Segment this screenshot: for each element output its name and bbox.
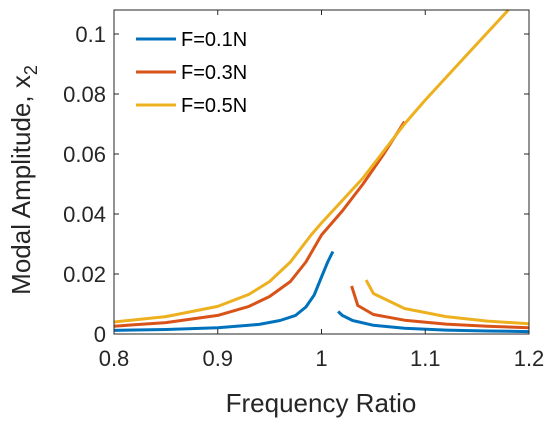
legend: F=0.1N F=0.3N F=0.5N [136, 29, 247, 117]
y-tick-label: 0 [94, 322, 106, 347]
series-line-0-segment-0 [113, 250, 335, 332]
series-line-1-segment-0 [113, 120, 406, 328]
y-tick-label: 0.04 [63, 202, 106, 227]
x-axis-label: Frequency Ratio [226, 388, 417, 418]
y-axis-label-subscript: 2 [21, 65, 41, 75]
y-tick-label: 0.08 [63, 82, 106, 107]
series-line-1-segment-1 [350, 285, 530, 330]
series-line-2-segment-1 [364, 279, 530, 326]
x-tick-label: 0.9 [202, 346, 233, 371]
x-tick-label: 0.8 [99, 346, 130, 371]
x-tick-label: 1 [315, 346, 327, 371]
x-tick-label: 1.1 [410, 346, 441, 371]
x-tick-label: 1.2 [514, 346, 545, 371]
legend-label-1: F=0.3N [181, 62, 247, 84]
series-layer [113, 8, 530, 334]
series-line-0-segment-1 [337, 310, 530, 334]
y-axis-label-main: Modal Amplitude, x [6, 75, 36, 295]
ticks-layer: 0.8 0.9 1 1.1 1.2 0 0.02 0.04 0.06 0.08 0.1 [63, 10, 544, 371]
y-tick-label: 0.1 [75, 22, 106, 47]
y-axis-label: Modal Amplitude, x2 [6, 65, 41, 295]
legend-label-2: F=0.5N [181, 95, 247, 117]
legend-label-0: F=0.1N [181, 29, 247, 51]
y-tick-label: 0.06 [63, 142, 106, 167]
series-line-2-segment-0 [113, 8, 510, 324]
y-tick-label: 0.02 [63, 262, 106, 287]
